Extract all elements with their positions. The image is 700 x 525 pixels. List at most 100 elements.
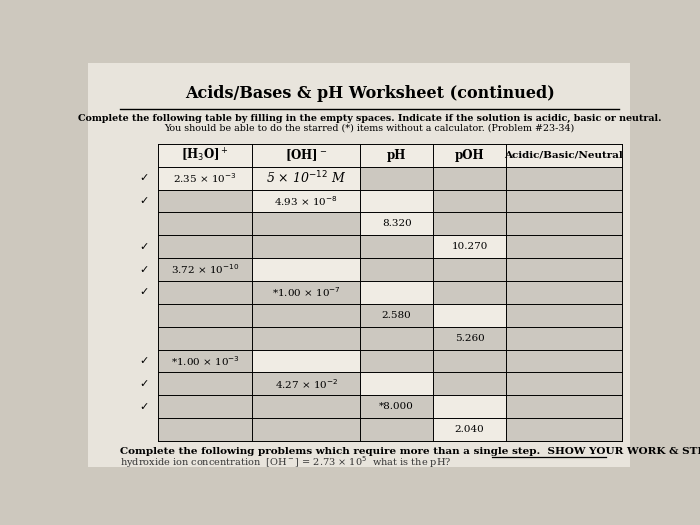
Bar xyxy=(433,281,506,304)
Bar xyxy=(158,304,253,327)
Bar xyxy=(253,350,360,372)
Bar xyxy=(506,144,622,167)
Bar xyxy=(158,167,253,190)
Bar xyxy=(158,372,253,395)
Bar xyxy=(433,372,506,395)
Text: ✓: ✓ xyxy=(140,242,149,251)
Bar xyxy=(158,235,253,258)
Bar xyxy=(360,190,433,213)
Bar xyxy=(253,213,360,235)
Bar xyxy=(506,395,622,418)
Bar xyxy=(253,372,360,395)
Bar xyxy=(433,213,506,235)
Bar xyxy=(506,258,622,281)
Bar xyxy=(506,350,622,372)
Bar xyxy=(433,235,506,258)
Bar xyxy=(433,395,506,418)
Bar xyxy=(360,327,433,350)
Bar xyxy=(433,372,506,395)
Bar xyxy=(433,281,506,304)
Text: [OH]$^-$: [OH]$^-$ xyxy=(285,148,328,163)
Bar xyxy=(158,327,253,350)
Text: pOH: pOH xyxy=(455,149,484,162)
Bar xyxy=(158,235,253,258)
Bar xyxy=(253,304,360,327)
Bar xyxy=(360,350,433,372)
Bar xyxy=(433,235,506,258)
Bar xyxy=(506,167,622,190)
Text: 2.040: 2.040 xyxy=(454,425,484,434)
Bar xyxy=(433,327,506,350)
Bar xyxy=(253,372,360,395)
Bar xyxy=(506,258,622,281)
Text: ✓: ✓ xyxy=(140,287,149,297)
Text: 4.27 × 10$^{-2}$: 4.27 × 10$^{-2}$ xyxy=(274,377,338,391)
Text: [H$_3$O]$^+$: [H$_3$O]$^+$ xyxy=(181,146,229,164)
Text: Acidic/Basic/Neutral: Acidic/Basic/Neutral xyxy=(505,151,623,160)
Bar xyxy=(253,235,360,258)
Bar xyxy=(158,350,253,372)
Bar xyxy=(253,258,360,281)
Bar xyxy=(433,304,506,327)
Bar xyxy=(506,327,622,350)
Text: *1.00 × 10$^{-3}$: *1.00 × 10$^{-3}$ xyxy=(171,354,239,368)
Bar xyxy=(158,167,253,190)
Text: 8.320: 8.320 xyxy=(382,219,412,228)
Bar xyxy=(158,258,253,281)
Bar xyxy=(360,144,433,167)
Bar xyxy=(433,418,506,441)
Bar xyxy=(360,213,433,235)
Bar xyxy=(433,144,506,167)
Bar xyxy=(360,395,433,418)
Bar xyxy=(506,281,622,304)
Text: ✓: ✓ xyxy=(140,173,149,183)
Text: ✓: ✓ xyxy=(140,379,149,389)
Text: hydroxide ion concentration  [OH$^-$] = 2.73 × 10$^5$  what is the pH?: hydroxide ion concentration [OH$^-$] = 2… xyxy=(120,455,452,470)
Bar xyxy=(360,190,433,213)
Text: 5.260: 5.260 xyxy=(454,333,484,343)
Bar xyxy=(158,372,253,395)
Bar xyxy=(433,190,506,213)
Bar xyxy=(433,167,506,190)
Text: ✓: ✓ xyxy=(140,196,149,206)
Text: 2.580: 2.580 xyxy=(382,311,412,320)
Text: 10.270: 10.270 xyxy=(452,242,488,251)
Bar xyxy=(506,213,622,235)
Bar xyxy=(360,281,433,304)
Bar xyxy=(253,144,360,167)
Text: Complete the following problems which require more than a single step.  SHOW YOU: Complete the following problems which re… xyxy=(120,447,700,456)
Bar xyxy=(433,395,506,418)
Bar xyxy=(253,281,360,304)
Bar xyxy=(253,190,360,213)
Bar xyxy=(433,258,506,281)
Bar xyxy=(360,418,433,441)
Bar xyxy=(158,418,253,441)
Bar xyxy=(360,213,433,235)
Bar xyxy=(253,327,360,350)
Bar xyxy=(158,327,253,350)
Bar xyxy=(360,304,433,327)
Bar xyxy=(158,213,253,235)
Text: You should be able to do the starred (*) items without a calculator. (Problem #2: You should be able to do the starred (*)… xyxy=(164,123,575,132)
Bar xyxy=(506,418,622,441)
Bar xyxy=(506,213,622,235)
Bar xyxy=(433,350,506,372)
Bar xyxy=(360,372,433,395)
Bar xyxy=(253,190,360,213)
Bar xyxy=(360,235,433,258)
Bar xyxy=(158,395,253,418)
Bar xyxy=(253,350,360,372)
Bar xyxy=(253,235,360,258)
Text: Complete the following table by filling in the empty spaces. Indicate if the sol: Complete the following table by filling … xyxy=(78,114,662,123)
Bar xyxy=(506,327,622,350)
Bar xyxy=(433,190,506,213)
Bar xyxy=(158,281,253,304)
Bar xyxy=(506,350,622,372)
Bar xyxy=(433,350,506,372)
Bar xyxy=(158,304,253,327)
Bar xyxy=(360,395,433,418)
Bar xyxy=(360,281,433,304)
Bar xyxy=(253,213,360,235)
Bar xyxy=(506,235,622,258)
Bar xyxy=(360,327,433,350)
